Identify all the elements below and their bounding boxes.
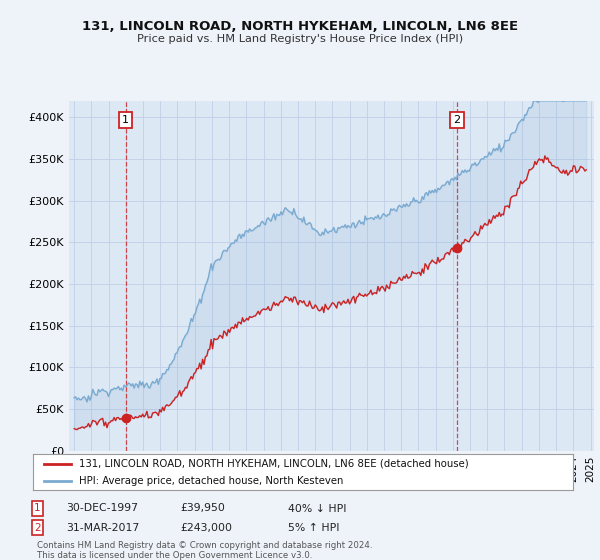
Text: 31-MAR-2017: 31-MAR-2017 (66, 522, 139, 533)
Text: 131, LINCOLN ROAD, NORTH HYKEHAM, LINCOLN, LN6 8EE: 131, LINCOLN ROAD, NORTH HYKEHAM, LINCOL… (82, 20, 518, 34)
Text: 40% ↓ HPI: 40% ↓ HPI (288, 503, 347, 514)
Text: 131, LINCOLN ROAD, NORTH HYKEHAM, LINCOLN, LN6 8EE (detached house): 131, LINCOLN ROAD, NORTH HYKEHAM, LINCOL… (79, 459, 469, 469)
Text: £243,000: £243,000 (180, 522, 232, 533)
Text: 5% ↑ HPI: 5% ↑ HPI (288, 522, 340, 533)
Text: 1: 1 (34, 503, 41, 514)
Text: 1: 1 (122, 115, 129, 125)
Text: Contains HM Land Registry data © Crown copyright and database right 2024.
This d: Contains HM Land Registry data © Crown c… (37, 541, 373, 560)
Text: 2: 2 (454, 115, 461, 125)
Text: £39,950: £39,950 (180, 503, 225, 514)
Text: 2: 2 (34, 522, 41, 533)
Text: 30-DEC-1997: 30-DEC-1997 (66, 503, 138, 514)
Text: Price paid vs. HM Land Registry's House Price Index (HPI): Price paid vs. HM Land Registry's House … (137, 34, 463, 44)
Text: HPI: Average price, detached house, North Kesteven: HPI: Average price, detached house, Nort… (79, 476, 343, 486)
